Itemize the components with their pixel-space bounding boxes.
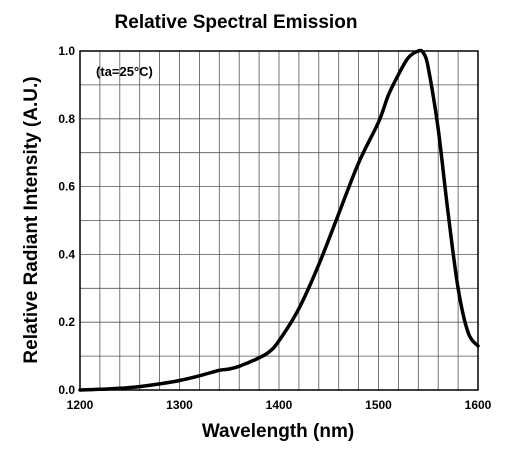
y-tick-label: 1.0 xyxy=(58,44,75,58)
y-tick-label: 0.0 xyxy=(58,383,75,397)
y-tick-label: 0.2 xyxy=(58,315,75,329)
x-tick-label: 1200 xyxy=(67,398,94,412)
x-tick-label: 1500 xyxy=(365,398,392,412)
x-axis-ticks: 1200 1300 1400 1500 1600 xyxy=(67,398,492,412)
y-axis-ticks: 0.0 0.2 0.4 0.6 0.8 1.0 xyxy=(58,44,75,397)
grid xyxy=(80,51,478,390)
y-axis-label: Relative Radiant Intensity (A.U.) xyxy=(21,76,42,363)
x-tick-label: 1600 xyxy=(465,398,492,412)
y-tick-label: 0.6 xyxy=(58,180,75,194)
chart-title: Relative Spectral Emission xyxy=(115,12,358,33)
x-axis-label: Wavelength (nm) xyxy=(202,421,354,442)
temperature-annotation: (ta=25°C) xyxy=(96,64,153,79)
y-tick-label: 0.8 xyxy=(58,112,75,126)
plot-frame xyxy=(79,50,479,391)
emission-curve xyxy=(78,48,480,392)
y-tick-label: 0.4 xyxy=(58,247,75,261)
x-tick-label: 1400 xyxy=(266,398,293,412)
x-tick-label: 1300 xyxy=(166,398,193,412)
